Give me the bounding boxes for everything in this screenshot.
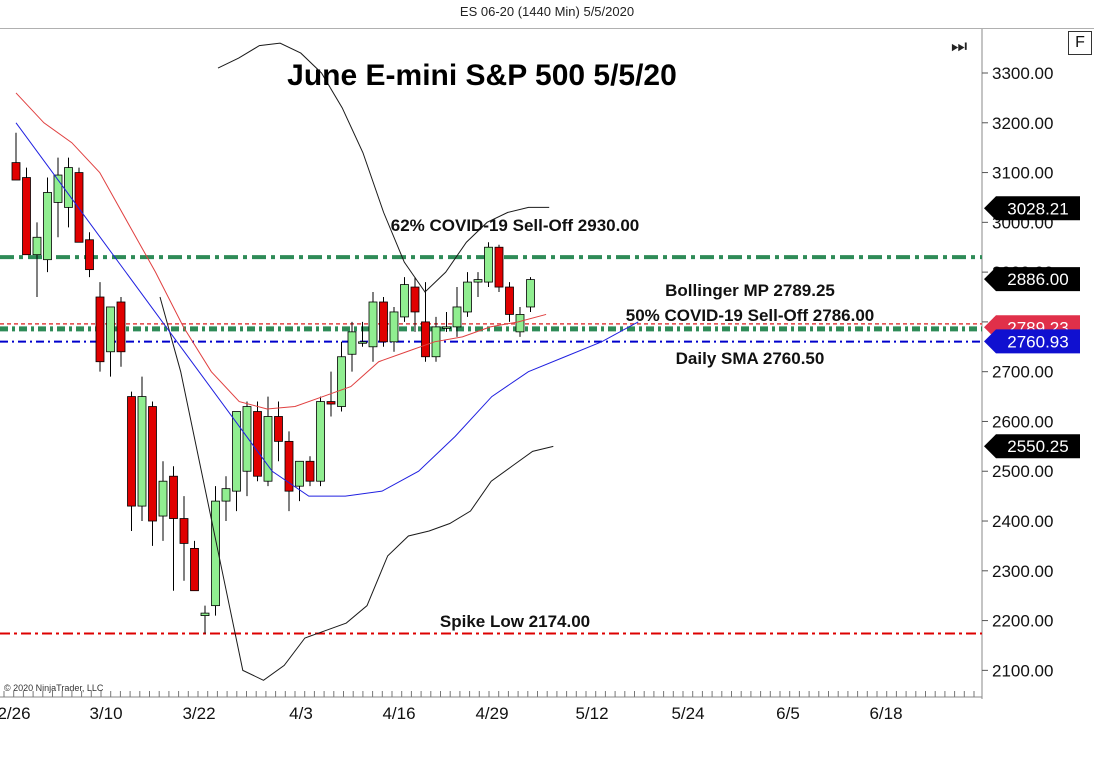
x-tick-label: 4/16 [382,704,415,723]
candle-body [169,475,178,519]
candle-body [263,416,273,482]
bollinger-upper-line [217,42,550,293]
candle-body [106,306,115,353]
candle-body [43,192,52,261]
candle-body [190,547,199,592]
candle-body [200,612,210,617]
y-tick-label: 2300.00 [992,562,1053,581]
copyright-text: © 2020 NinjaTrader, LLC [4,683,104,693]
candle-body [85,239,94,271]
candle-body [389,311,399,343]
candle-body [452,306,462,328]
price-marker [984,196,1080,221]
candle-body [494,246,504,288]
candle-body [284,440,294,492]
candle-body [22,177,31,256]
sma-line [15,122,639,497]
candle-body [337,356,346,407]
x-tick-label: 2/26 [0,704,31,723]
y-tick-label: 3200.00 [992,114,1053,133]
candle-body [253,411,262,477]
candle-body [137,396,147,507]
y-tick-label: 3100.00 [992,164,1053,183]
candle-body [221,488,231,502]
x-tick-label: 4/3 [289,704,313,723]
price-marker [984,329,1080,354]
price-marker [984,267,1080,292]
y-tick-label: 2500.00 [992,462,1053,481]
candle-body [64,167,73,208]
candle-body [326,401,336,405]
candle-body [515,314,525,333]
format-button[interactable]: F [1068,31,1092,55]
x-tick-label: 4/29 [475,704,508,723]
chart-panel[interactable]: 2100.00 2200.00 2300.00 2400.00 2500.00 2600.… [0,28,1094,781]
level-label: 50% COVID-19 Sell-Off 2786.00 [626,306,875,325]
x-tick-label: 6/5 [776,704,800,723]
level-label: Bollinger MP 2789.25 [665,281,835,300]
chart-title: June E-mini S&P 500 5/5/20 [287,59,677,92]
candle-body [358,341,367,344]
candle-body [74,172,84,243]
y-tick-label: 3300.00 [992,64,1053,83]
candle-body [379,301,388,343]
candle-body [232,411,241,492]
price-marker [984,434,1080,459]
candle-body [11,162,21,181]
y-tick-label: 2200.00 [992,612,1053,631]
candle-body [400,284,409,318]
price-marker-label: 3028.21 [1007,199,1068,218]
candle-body [179,518,189,544]
x-tick-label: 5/12 [575,704,608,723]
candle-body [368,301,378,348]
y-tick-label: 2600.00 [992,412,1053,431]
candle-body [526,279,535,308]
x-tick-label: 3/10 [89,704,122,723]
candle-body [505,286,514,315]
candle-body [442,326,451,329]
candle-body [421,321,430,358]
x-tick-label: 6/18 [869,704,902,723]
candle-body [484,246,493,283]
x-tick-label: 3/22 [182,704,215,723]
level-label: Spike Low 2174.00 [440,612,590,631]
candle-body [410,286,420,313]
bollinger-mid-line [15,92,547,410]
candle-body [316,401,325,482]
level-label: 62% COVID-19 Sell-Off 2930.00 [391,216,640,235]
x-tick-label: 5/24 [671,704,704,723]
price-marker-label: 2886.00 [1007,270,1068,289]
level-label: Daily SMA 2760.50 [676,349,825,368]
candle-body [347,331,357,355]
candle-body [32,236,42,256]
bollinger-lower-line [159,296,554,681]
y-tick-label: 2400.00 [992,512,1053,531]
price-chart[interactable]: 2100.00 2200.00 2300.00 2400.00 2500.00 2600.… [0,29,1094,781]
candle-body [463,281,472,313]
candle-body [305,460,315,482]
price-marker-label: 2760.93 [1007,332,1068,351]
skip-end-icon[interactable]: ⏭ [951,36,968,57]
candle-body [95,296,105,363]
candle-body [158,480,168,517]
window-title: ES 06-20 (1440 Min) 5/5/2020 [459,4,635,19]
candle-body [274,416,283,442]
candle-body [53,174,63,203]
candle-body [148,406,157,522]
candle-body [473,279,483,283]
price-marker-label: 2550.25 [1007,437,1068,456]
y-tick-label: 2700.00 [992,363,1053,382]
candle-body [127,396,136,507]
candle-body [242,406,252,472]
candle-body [211,500,220,607]
candle-body [116,301,126,353]
y-tick-label: 2100.00 [992,661,1053,680]
candle-body [295,460,304,487]
